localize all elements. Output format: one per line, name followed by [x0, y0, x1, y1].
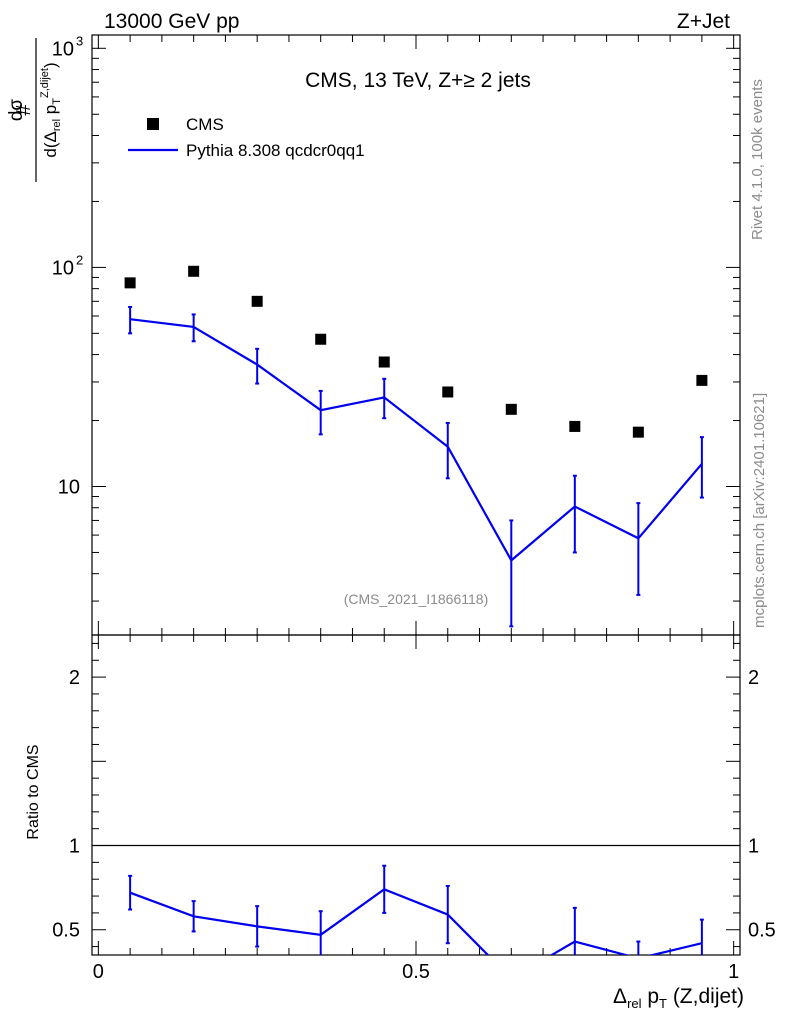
cms-data-point	[505, 403, 517, 415]
ratio-ytick-label-right: 0.5	[748, 920, 776, 942]
cms-data-point	[378, 356, 390, 368]
ratio-mc-line	[129, 888, 703, 955]
mcplots-label: mcplots.cern.ch [arXiv:2401.10621]	[751, 393, 768, 628]
ratio-ytick-label-left: 0.5	[52, 920, 80, 942]
legend-cms-marker	[147, 118, 159, 130]
ratio-frame	[91, 634, 741, 956]
ratio-panel: 0.5 0.51 12 2 0 0.5 1	[52, 634, 776, 983]
cms-data-point	[251, 295, 263, 307]
analysis-tag: (CMS_2021_I1866118)	[344, 591, 489, 607]
ratio-ylabel: Ratio to CMS	[25, 744, 42, 839]
main-axis-ticks	[92, 35, 740, 635]
ratio-mc-series	[128, 864, 704, 955]
main-ytick-exponent: 3	[76, 33, 83, 48]
chart-title: CMS, 13 TeV, Z+≥ 2 jets	[305, 69, 531, 92]
ylabel-denominator: d(Δrel pTZ,dijet)	[39, 62, 63, 157]
ratio-xtick-labels: 0 0.5 1	[93, 961, 739, 983]
ratio-xtick-label: 0.5	[402, 961, 430, 983]
header-left: 13000 GeV pp	[104, 10, 239, 33]
ratio-ytick-labels: 0.5 0.5 1 1 2 2	[52, 667, 776, 942]
ratio-ytick-label-left: 1	[69, 836, 80, 858]
ratio-xtick-label: 1	[728, 961, 739, 983]
cms-data-series	[124, 265, 708, 438]
cms-data-point	[124, 277, 136, 289]
cms-data-point	[632, 426, 644, 438]
main-ytick-label: 10	[52, 257, 74, 279]
ratio-xtick-label: 0	[93, 961, 104, 983]
ylabel-numerator: #	[13, 104, 35, 116]
cms-data-point	[315, 333, 327, 345]
legend: CMS Pythia 8.308 qcdcr0qq1	[128, 115, 365, 160]
main-ytick-label: 10	[58, 476, 80, 498]
ratio-ytick-label-right: 2	[748, 667, 759, 689]
legend-mc-label: Pythia 8.308 qcdcr0qq1	[186, 141, 365, 160]
ratio-ytick-label-right: 1	[748, 836, 759, 858]
cms-data-point	[188, 265, 200, 277]
ratio-ytick-label-left: 2	[69, 667, 80, 689]
mc-line	[129, 318, 703, 563]
cms-data-point	[569, 420, 581, 432]
rivet-label: Rivet 4.1.0, 100k events	[749, 79, 766, 240]
mc-series	[128, 305, 704, 628]
header-right: Z+Jet	[677, 10, 730, 33]
cms-data-point	[696, 374, 708, 386]
ratio-axis-ticks	[92, 635, 740, 955]
cms-data-point	[442, 386, 454, 398]
x-axis-label: Δrel pT (Z,dijet)	[613, 985, 744, 1011]
legend-cms-label: CMS	[186, 115, 224, 134]
main-ytick-exponent: 2	[76, 252, 83, 267]
main-ytick-label: 10	[52, 38, 74, 60]
ylabel-dsigma: dσ	[6, 99, 27, 122]
